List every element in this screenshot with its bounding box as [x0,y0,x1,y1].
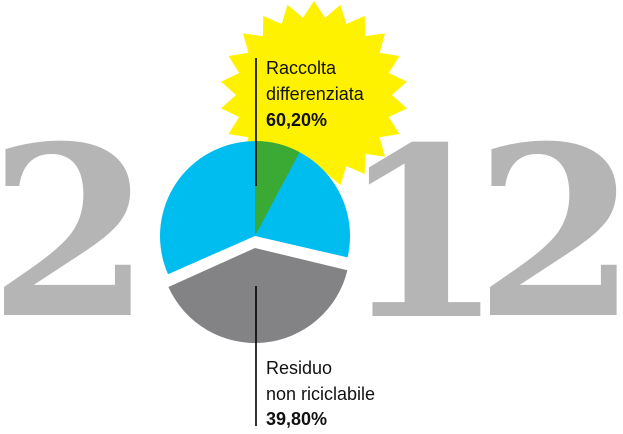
year-digit-2-first: 2 [0,95,152,371]
pie-chart [160,141,351,344]
year-digit-2-last: 2 [474,95,623,371]
label-residuo-line2: non riciclabile [266,384,375,404]
label-residuo-line1: Residuo [266,358,332,378]
value-residuo: 39,80% [266,409,327,429]
label-raccolta-line1: Raccolta [266,58,337,78]
label-raccolta-line2: differenziata [266,84,365,104]
pie-green-accent [255,141,300,236]
value-raccolta: 60,20% [266,110,327,130]
pie-slice-residuo [168,248,348,344]
